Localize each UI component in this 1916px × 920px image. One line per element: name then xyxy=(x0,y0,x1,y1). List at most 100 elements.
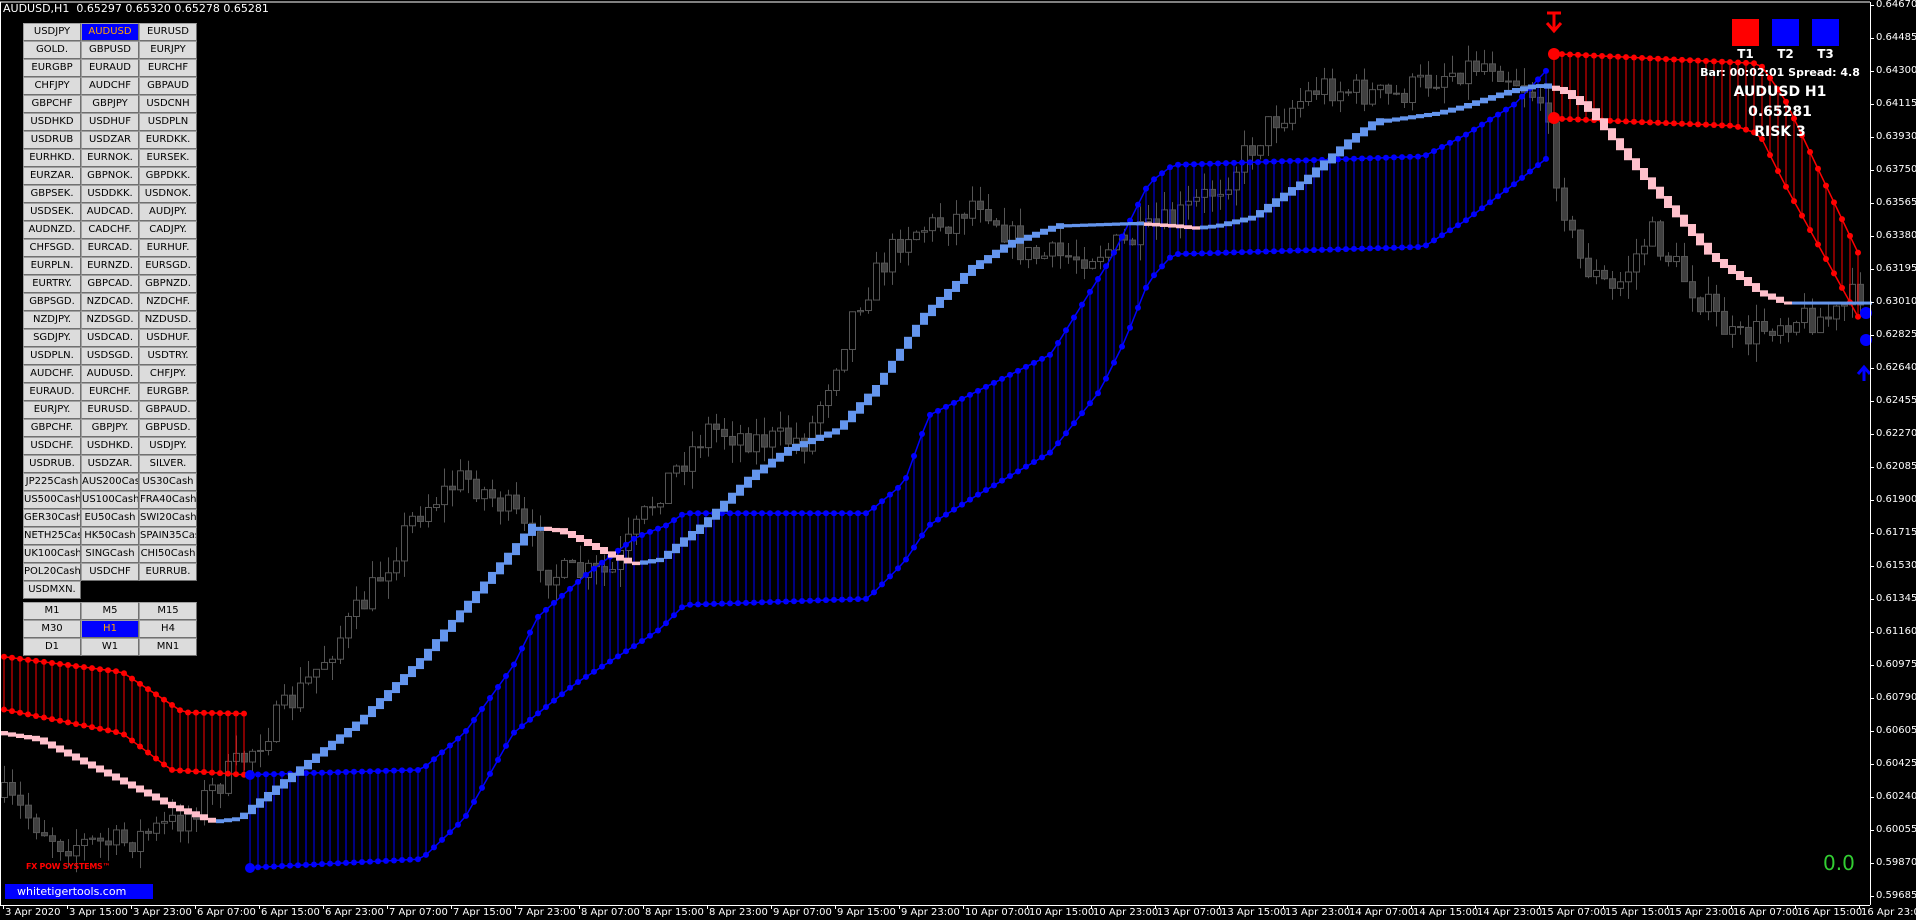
target-t2-box[interactable] xyxy=(1772,19,1799,46)
symbol-button[interactable]: USDRUB xyxy=(23,131,81,149)
timeframe-button-m15[interactable]: M15 xyxy=(139,602,197,620)
symbol-button[interactable]: NETH25Cash xyxy=(23,527,81,545)
symbol-button[interactable]: EURUSD xyxy=(139,23,197,41)
symbol-button[interactable]: US100Cash xyxy=(81,491,139,509)
symbol-button[interactable]: GBPDKK. xyxy=(139,167,197,185)
symbol-button[interactable]: AUDCHF xyxy=(81,77,139,95)
symbol-button[interactable]: GBPSGD. xyxy=(23,293,81,311)
symbol-button[interactable]: USDNOK. xyxy=(139,185,197,203)
symbol-button[interactable]: EURRUB. xyxy=(139,563,197,581)
symbol-button[interactable]: POL20Cash xyxy=(23,563,81,581)
symbol-button[interactable]: EURGBP. xyxy=(139,383,197,401)
symbol-button[interactable]: EURJPY xyxy=(139,41,197,59)
symbol-button[interactable]: USDCNH xyxy=(139,95,197,113)
symbol-button[interactable]: EURNOK. xyxy=(81,149,139,167)
symbol-button[interactable]: FRA40Cash xyxy=(139,491,197,509)
symbol-button[interactable]: SILVER. xyxy=(139,455,197,473)
symbol-button[interactable]: GBPSEK. xyxy=(23,185,81,203)
symbol-button[interactable]: EURCHF xyxy=(139,59,197,77)
symbol-button[interactable]: USDMXN. xyxy=(23,581,81,599)
symbol-button[interactable]: EURUSD. xyxy=(81,401,139,419)
symbol-button[interactable]: CHI50Cash xyxy=(139,545,197,563)
symbol-button[interactable]: USDHKD xyxy=(23,113,81,131)
symbol-button[interactable]: USDCHF. xyxy=(23,437,81,455)
symbol-button[interactable]: CADJPY. xyxy=(139,221,197,239)
symbol-button[interactable]: USDJPY. xyxy=(139,437,197,455)
symbol-button[interactable]: EURSEK. xyxy=(139,149,197,167)
symbol-button[interactable]: USDSEK. xyxy=(23,203,81,221)
symbol-button[interactable]: CHFSGD. xyxy=(23,239,81,257)
symbol-button[interactable]: USDCAD. xyxy=(81,329,139,347)
timeframe-button-m30[interactable]: M30 xyxy=(23,620,81,638)
symbol-button[interactable]: GBPAUD xyxy=(139,77,197,95)
symbol-button[interactable]: GBPNZD. xyxy=(139,275,197,293)
symbol-button[interactable]: CHFJPY. xyxy=(139,365,197,383)
symbol-button[interactable]: HK50Cash xyxy=(81,527,139,545)
symbol-button[interactable]: USDHKD. xyxy=(81,437,139,455)
symbol-button[interactable]: GBPUSD xyxy=(81,41,139,59)
symbol-button[interactable]: US30Cash xyxy=(139,473,197,491)
symbol-button[interactable]: CADCHF. xyxy=(81,221,139,239)
symbol-button[interactable]: USDHUF. xyxy=(139,329,197,347)
symbol-button[interactable]: GBPJPY xyxy=(81,95,139,113)
timeframe-button-d1[interactable]: D1 xyxy=(23,638,81,656)
symbol-button[interactable]: AUDUSD xyxy=(81,23,139,41)
symbol-button[interactable]: USDRUB. xyxy=(23,455,81,473)
symbol-button[interactable]: USDSGD. xyxy=(81,347,139,365)
symbol-button[interactable]: EURZAR. xyxy=(23,167,81,185)
symbol-button[interactable]: JP225Cash xyxy=(23,473,81,491)
symbol-button[interactable]: GBPUSD. xyxy=(139,419,197,437)
symbol-button[interactable]: US500Cash xyxy=(23,491,81,509)
symbol-button[interactable]: EURCHF. xyxy=(81,383,139,401)
symbol-button[interactable]: GBPJPY. xyxy=(81,419,139,437)
symbol-button[interactable]: CHFJPY xyxy=(23,77,81,95)
website-link[interactable]: whitetigertools.com xyxy=(5,884,153,899)
timeframe-button-mn1[interactable]: MN1 xyxy=(139,638,197,656)
symbol-button[interactable]: USDZAR xyxy=(81,131,139,149)
symbol-button[interactable]: GBPCAD. xyxy=(81,275,139,293)
symbol-button[interactable]: EU50Cash xyxy=(81,509,139,527)
symbol-button[interactable]: EURJPY. xyxy=(23,401,81,419)
symbol-button[interactable]: UK100Cash xyxy=(23,545,81,563)
symbol-button[interactable]: AUDNZD. xyxy=(23,221,81,239)
symbol-button[interactable]: EURDKK. xyxy=(139,131,197,149)
symbol-button[interactable]: GBPCHF. xyxy=(23,419,81,437)
symbol-button[interactable]: AUS200Cash xyxy=(81,473,139,491)
timeframe-button-h4[interactable]: H4 xyxy=(139,620,197,638)
symbol-button[interactable]: GOLD. xyxy=(23,41,81,59)
symbol-button[interactable]: GBPAUD. xyxy=(139,401,197,419)
symbol-button[interactable]: GBPNOK. xyxy=(81,167,139,185)
symbol-button[interactable]: EURNZD. xyxy=(81,257,139,275)
symbol-button[interactable]: USDTRY. xyxy=(139,347,197,365)
symbol-button[interactable]: USDCHF xyxy=(81,563,139,581)
symbol-button[interactable]: SWI20Cash xyxy=(139,509,197,527)
symbol-button[interactable]: AUDCAD. xyxy=(81,203,139,221)
symbol-button[interactable]: NZDCAD. xyxy=(81,293,139,311)
symbol-button[interactable]: EURAUD. xyxy=(23,383,81,401)
symbol-button[interactable]: EURPLN. xyxy=(23,257,81,275)
timeframe-button-h1[interactable]: H1 xyxy=(81,620,139,638)
symbol-button[interactable]: USDPLN. xyxy=(23,347,81,365)
symbol-button[interactable]: AUDCHF. xyxy=(23,365,81,383)
symbol-button[interactable]: USDZAR. xyxy=(81,455,139,473)
symbol-button[interactable]: SGDJPY. xyxy=(23,329,81,347)
symbol-button[interactable]: NZDJPY. xyxy=(23,311,81,329)
symbol-button[interactable]: USDDKK. xyxy=(81,185,139,203)
timeframe-button-m1[interactable]: M1 xyxy=(23,602,81,620)
symbol-button[interactable]: AUDUSD. xyxy=(81,365,139,383)
symbol-button[interactable]: EURAUD xyxy=(81,59,139,77)
timeframe-button-w1[interactable]: W1 xyxy=(81,638,139,656)
timeframe-button-m5[interactable]: M5 xyxy=(81,602,139,620)
symbol-button[interactable]: SINGCash xyxy=(81,545,139,563)
symbol-button[interactable]: EURSGD. xyxy=(139,257,197,275)
symbol-button[interactable]: NZDCHF. xyxy=(139,293,197,311)
symbol-button[interactable]: EURHKD. xyxy=(23,149,81,167)
target-t1-box[interactable] xyxy=(1732,19,1759,46)
symbol-button[interactable]: EURHUF. xyxy=(139,239,197,257)
symbol-button[interactable]: USDPLN xyxy=(139,113,197,131)
target-t3-box[interactable] xyxy=(1812,19,1839,46)
symbol-button[interactable]: NZDUSD. xyxy=(139,311,197,329)
symbol-button[interactable]: GER30Cash xyxy=(23,509,81,527)
symbol-button[interactable]: GBPCHF xyxy=(23,95,81,113)
